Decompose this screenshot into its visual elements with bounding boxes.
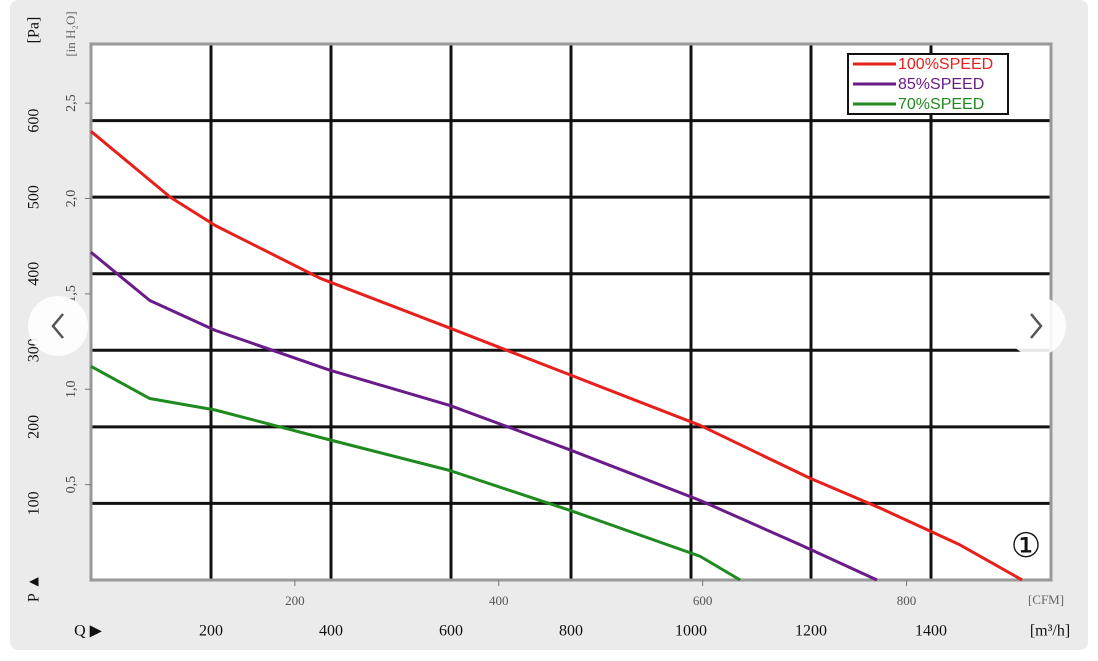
y-tick-label: 400 — [26, 262, 43, 286]
y-tick-label: 600 — [26, 109, 43, 133]
next-button[interactable] — [1006, 296, 1066, 356]
x-tick-label: 400 — [319, 623, 343, 640]
series-line — [90, 251, 878, 582]
y2-axis-label: [in H₂O] — [63, 11, 78, 56]
x-tick-label: 1000 — [675, 623, 707, 640]
x2-tick-label: 400 — [489, 593, 509, 608]
annotation: ① — [1011, 528, 1041, 565]
legend-label: 100%SPEED — [898, 56, 993, 73]
y-tick-label: 500 — [26, 185, 43, 209]
x2-axis-label: [CFM] — [1028, 592, 1064, 607]
y2-tick-label: 0,5 — [64, 476, 79, 494]
x-tick-label: 600 — [439, 623, 463, 640]
x2-tick-label: 600 — [693, 593, 713, 608]
legend-label: 70%SPEED — [898, 96, 984, 113]
q-label: Q ▶ — [74, 623, 103, 640]
next-circle[interactable] — [1006, 296, 1066, 356]
x-tick-label: 1400 — [915, 623, 947, 640]
x2-tick-label: 200 — [285, 593, 305, 608]
x2-tick-label: 800 — [897, 593, 917, 608]
prev-circle[interactable] — [28, 296, 88, 356]
series-line — [90, 365, 741, 582]
x-tick-label: 1200 — [795, 623, 827, 640]
x-tick-label: 200 — [199, 623, 223, 640]
series-line — [90, 130, 1023, 582]
y2-tick-label: 2,0 — [64, 190, 79, 208]
prev-button[interactable] — [28, 296, 88, 356]
y-axis-label: [Pa] — [26, 17, 43, 44]
x-tick-label: 800 — [559, 623, 583, 640]
p-label: P ▲ — [26, 574, 43, 602]
x-axis-label: [m³/h] — [1030, 623, 1070, 640]
next-icon[interactable] — [1030, 313, 1043, 339]
y2-tick-label: 1,0 — [64, 381, 79, 399]
y-tick-label: 100 — [26, 491, 43, 515]
legend-label: 85%SPEED — [898, 76, 984, 93]
y2-tick-label: 2,5 — [64, 94, 79, 112]
y-tick-label: 200 — [26, 415, 43, 439]
prev-icon[interactable] — [51, 313, 64, 339]
